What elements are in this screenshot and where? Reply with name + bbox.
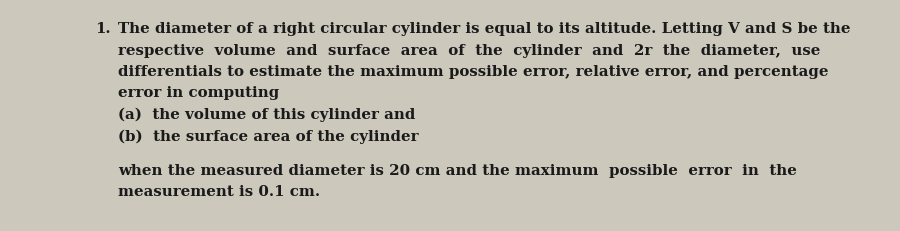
Text: 1.: 1.: [95, 22, 111, 36]
Text: (a)  the volume of this cylinder and: (a) the volume of this cylinder and: [118, 108, 416, 122]
Text: differentials to estimate the maximum possible error, relative error, and percen: differentials to estimate the maximum po…: [118, 65, 829, 79]
Text: The diameter of a right circular cylinder is equal to its altitude. Letting V an: The diameter of a right circular cylinde…: [118, 22, 850, 36]
Text: (b)  the surface area of the cylinder: (b) the surface area of the cylinder: [118, 130, 418, 144]
Text: measurement is 0.1 cm.: measurement is 0.1 cm.: [118, 185, 320, 199]
Text: when the measured diameter is 20 cm and the maximum  possible  error  in  the: when the measured diameter is 20 cm and …: [118, 164, 796, 178]
Text: error in computing: error in computing: [118, 86, 279, 100]
Text: respective  volume  and  surface  area  of  the  cylinder  and  2r  the  diamete: respective volume and surface area of th…: [118, 43, 821, 58]
